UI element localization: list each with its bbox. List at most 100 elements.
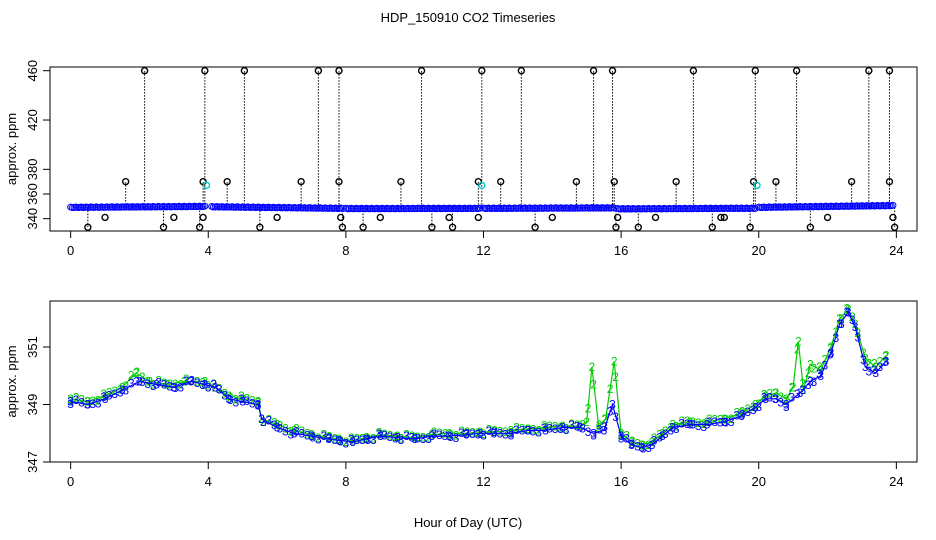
series-green-marker: 2 bbox=[490, 425, 497, 439]
series-green-point: 2 bbox=[596, 418, 603, 432]
series-blue-point: 3 bbox=[574, 419, 581, 433]
series-blue-point: 3 bbox=[656, 430, 663, 444]
series-green-point: 2 bbox=[144, 374, 151, 388]
bottom-x-tick-label: 16 bbox=[614, 474, 628, 489]
series-blue-marker: 3 bbox=[85, 398, 92, 412]
series-blue-point: 3 bbox=[139, 375, 146, 389]
series-green-marker: 2 bbox=[807, 357, 814, 371]
series-blue-point: 3 bbox=[805, 378, 812, 392]
top-outlier-point bbox=[478, 66, 486, 75]
top-outlier-point bbox=[297, 177, 305, 186]
series-green-marker: 2 bbox=[102, 389, 109, 403]
series-blue-point: 3 bbox=[750, 403, 757, 417]
series-blue-marker: 3 bbox=[590, 426, 597, 440]
series-blue-point: 3 bbox=[78, 395, 85, 409]
series-blue-marker: 3 bbox=[783, 398, 790, 412]
series-green-point: 2 bbox=[854, 326, 861, 340]
series-blue-point: 3 bbox=[409, 431, 416, 445]
series-green-point: 2 bbox=[359, 431, 366, 445]
series-blue-marker: 3 bbox=[258, 412, 265, 426]
series-green-marker: 2 bbox=[411, 431, 418, 445]
series-green-point: 2 bbox=[111, 384, 118, 398]
series-blue-point: 3 bbox=[590, 429, 597, 443]
top-outlier-point bbox=[612, 223, 620, 232]
series-blue-marker: 3 bbox=[477, 426, 484, 440]
series-green-point: 2 bbox=[78, 392, 85, 406]
series-green-point: 2 bbox=[403, 428, 410, 442]
series-blue-point: 3 bbox=[673, 422, 680, 436]
series-green-point: 2 bbox=[579, 417, 586, 431]
series-green-point: 2 bbox=[530, 423, 537, 437]
series-blue-point: 3 bbox=[326, 431, 333, 445]
series-blue-point: 3 bbox=[860, 353, 867, 367]
top-outlier-point bbox=[847, 177, 856, 186]
series-green-point: 2 bbox=[464, 425, 471, 439]
top-outlier-point bbox=[708, 223, 716, 232]
series-green-point: 2 bbox=[293, 422, 300, 436]
series-green-marker: 2 bbox=[119, 380, 126, 394]
series-blue-point: 3 bbox=[298, 426, 305, 440]
series-blue-point: 3 bbox=[188, 373, 195, 387]
series-blue-point: 3 bbox=[287, 427, 294, 441]
series-blue-point: 3 bbox=[502, 427, 509, 441]
series-green-marker: 2 bbox=[377, 428, 384, 442]
top-outlier-point bbox=[337, 213, 345, 222]
series-blue-marker: 3 bbox=[377, 429, 384, 443]
series-green-point: 2 bbox=[89, 394, 96, 408]
series-blue-marker: 3 bbox=[559, 421, 566, 435]
series-green-marker: 2 bbox=[852, 317, 859, 331]
series-green-marker: 2 bbox=[325, 431, 332, 445]
series-blue-point: 3 bbox=[799, 383, 806, 397]
series-green-point: 2 bbox=[431, 425, 438, 439]
series-green-marker: 2 bbox=[862, 352, 869, 366]
series-green-point: 2 bbox=[398, 432, 405, 446]
series-blue-marker: 3 bbox=[738, 409, 745, 423]
series-blue-point: 3 bbox=[689, 418, 696, 432]
top-x-tick-label: 12 bbox=[476, 243, 490, 258]
top-outlier-point bbox=[376, 213, 384, 222]
top-outlier-point bbox=[223, 177, 231, 186]
series-green-point: 2 bbox=[739, 405, 746, 419]
series-green-point: 2 bbox=[574, 418, 581, 432]
top-x-tick-label: 24 bbox=[889, 243, 903, 258]
series-blue-point: 3 bbox=[332, 433, 339, 447]
series-blue-point: 3 bbox=[166, 380, 173, 394]
top-outlier-point bbox=[121, 177, 130, 186]
top-x-tick-label: 8 bbox=[342, 243, 349, 258]
series-blue-point: 3 bbox=[497, 426, 504, 440]
series-blue-point: 3 bbox=[882, 355, 889, 369]
series-blue-point: 3 bbox=[827, 347, 834, 361]
series-blue-point: 3 bbox=[475, 428, 482, 442]
top-y-tick-label: 380 bbox=[25, 158, 40, 180]
top-outlier-point bbox=[651, 213, 660, 222]
series-blue-point: 3 bbox=[210, 378, 217, 392]
series-green-marker: 2 bbox=[817, 363, 824, 377]
series-blue-point: 3 bbox=[343, 436, 350, 450]
series-green-marker: 2 bbox=[274, 418, 281, 432]
series-green-marker: 2 bbox=[291, 423, 298, 437]
series-blue-point: 3 bbox=[788, 391, 795, 405]
series-blue-point: 3 bbox=[508, 429, 515, 443]
top-baseline-point bbox=[751, 204, 759, 212]
bottom-x-tick-label: 20 bbox=[752, 474, 766, 489]
series-green-marker: 2 bbox=[67, 392, 74, 406]
series-blue-marker: 3 bbox=[308, 429, 315, 443]
bottom-x-tick-label: 0 bbox=[67, 474, 74, 489]
series-blue-point: 3 bbox=[810, 375, 817, 389]
series-green-point: 2 bbox=[777, 390, 784, 404]
series-blue-point: 3 bbox=[238, 392, 245, 406]
series-green-marker: 2 bbox=[872, 360, 879, 374]
series-green-point: 2 bbox=[876, 354, 883, 368]
series-green-point: 2 bbox=[221, 386, 228, 400]
series-green-point: 2 bbox=[640, 439, 647, 453]
series-blue-point: 3 bbox=[133, 375, 140, 389]
series-blue-point: 3 bbox=[172, 381, 179, 395]
series-blue-point: 3 bbox=[398, 433, 405, 447]
series-green-marker: 2 bbox=[800, 383, 807, 397]
series-green-point: 2 bbox=[706, 412, 713, 426]
series-blue-marker: 3 bbox=[394, 431, 401, 445]
series-blue-marker: 3 bbox=[872, 366, 879, 380]
series-green-point: 2 bbox=[524, 422, 531, 436]
series-green-point: 2 bbox=[865, 357, 872, 371]
top-outlier-point bbox=[445, 213, 453, 222]
